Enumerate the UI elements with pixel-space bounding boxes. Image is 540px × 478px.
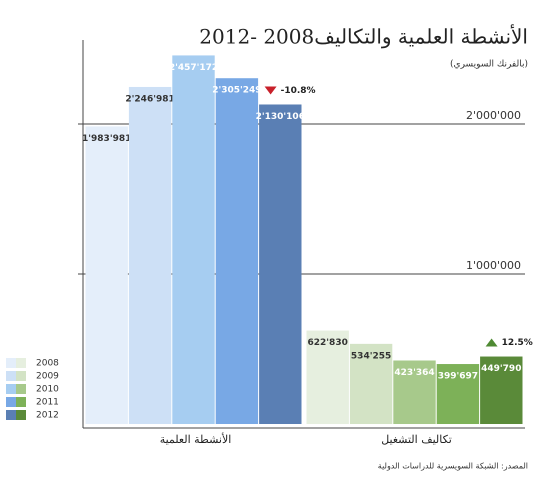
legend-label: 2011 — [36, 398, 59, 408]
y-tick-label: 2'000'000 — [466, 109, 521, 122]
subtitle: (بالفرنك السويسري) — [450, 60, 528, 70]
value-label: 622'830 — [308, 338, 348, 348]
change-label: 12.5% — [502, 338, 533, 348]
legend-label: 2009 — [36, 372, 59, 382]
value-label: 2'246'981 — [125, 94, 174, 104]
legend-swatch — [16, 384, 26, 394]
change-arrow — [264, 86, 277, 95]
bar — [128, 86, 172, 424]
bar — [306, 330, 349, 424]
bar — [215, 78, 259, 424]
legend-swatch — [6, 397, 16, 407]
value-label: 1'983'981 — [82, 134, 131, 144]
value-label: 534'255 — [351, 351, 391, 361]
value-label: 2'130'106 — [256, 112, 305, 122]
value-label: 423'364 — [394, 368, 434, 378]
legend-label: 2012 — [36, 411, 59, 421]
value-label: 449'790 — [481, 364, 521, 374]
bar — [259, 104, 302, 424]
bar — [349, 343, 393, 424]
bar — [172, 55, 215, 425]
legend-swatch — [16, 371, 26, 381]
bar — [85, 126, 128, 425]
value-label: 399'697 — [438, 372, 478, 382]
x-tick-label: الأنشطة العلمية — [160, 432, 232, 446]
chart-title: الأنشطة العلمية والتكاليف2008 -2012 — [199, 24, 528, 49]
legend-swatch — [6, 358, 16, 368]
legend-swatch — [16, 397, 26, 407]
source: المصدر: الشبكة السويسرية للدراسات الدولي… — [378, 462, 528, 471]
change-arrow — [485, 338, 498, 347]
value-label: 2'305'249 — [212, 86, 261, 96]
legend-swatch — [16, 358, 26, 368]
bar — [436, 364, 480, 424]
x-tick-label: تكاليف التشغيل — [381, 433, 452, 446]
value-label: 2'457'172 — [169, 63, 218, 73]
y-tick-label: 1'000'000 — [466, 259, 521, 272]
legend-swatch — [16, 410, 26, 420]
change-label: -10.8% — [281, 86, 316, 96]
bar — [393, 360, 436, 424]
legend-swatch — [6, 384, 16, 394]
legend-label: 2010 — [36, 385, 59, 395]
legend-label: 2008 — [36, 359, 59, 369]
legend-swatch — [6, 371, 16, 381]
legend-swatch — [6, 410, 16, 420]
bar — [480, 356, 523, 424]
